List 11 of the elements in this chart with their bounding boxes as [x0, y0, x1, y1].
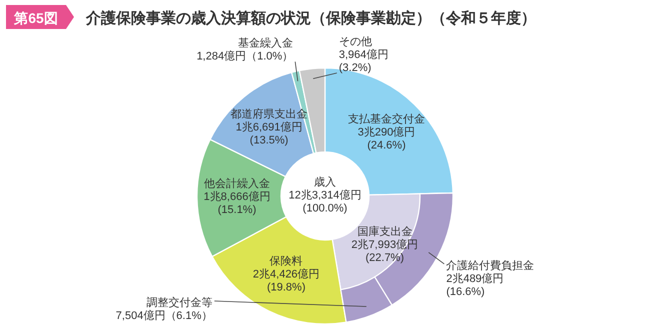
text: 第65図 — [13, 10, 58, 26]
chart-title: 介護保険事業の歳入決算額の状況（保険事業勘定）（令和５年度） — [85, 9, 536, 27]
slice-label: 介護給付費負担金 2兆489億円 (16.6%) — [446, 260, 534, 298]
slice-label: 調整交付金等 7,504億円（6.1%） — [116, 297, 212, 322]
slice-label: 他会計繰入金 1兆8,666億円 (15.1%) — [204, 178, 270, 216]
slice-label: 保険料 2兆4,426億円 (19.8%) — [252, 256, 320, 294]
slice-label: 支払基金交付金 3兆290億円 (24.6%) — [348, 114, 425, 152]
slice-label: 基金繰入金 1,284億円（1.0%） — [196, 38, 294, 63]
center-label: 歳入 12兆3,314億円 (100.0%) — [288, 176, 362, 214]
slice-label: その他 3,964億円 (3.2%) — [338, 36, 388, 74]
slice-label: 国庫支出金 2兆7,993億円 (22.7%) — [351, 226, 418, 264]
